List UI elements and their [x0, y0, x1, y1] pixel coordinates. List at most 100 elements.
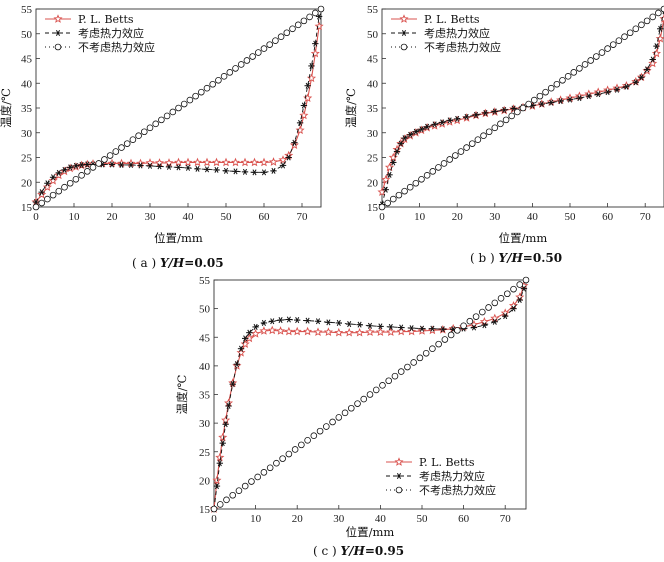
data-point: [163, 112, 171, 120]
series-circle: [32, 5, 325, 211]
data-point-stroke: [234, 361, 239, 368]
y-tick-label: 45: [21, 54, 33, 66]
y-tick-label: 35: [199, 390, 211, 402]
data-point: [277, 317, 284, 324]
x-tick-label: 70: [297, 211, 309, 223]
data-point-stroke: [128, 161, 134, 168]
data-point: [267, 325, 277, 335]
data-point-stroke: [596, 91, 601, 98]
data-point: [232, 65, 239, 72]
data-point: [390, 159, 397, 166]
data-point: [310, 432, 318, 440]
caption-variable: Y/H: [341, 544, 366, 558]
data-point: [49, 174, 57, 181]
data-point: [344, 327, 354, 337]
data-point: [548, 99, 555, 106]
data-point: [278, 155, 288, 164]
data-point-stroke: [492, 318, 497, 325]
legend-marker: [400, 43, 408, 51]
data-point: [377, 323, 384, 330]
data-point: [135, 132, 142, 140]
panel-caption: ( c ) Y/H=0.95: [313, 544, 404, 558]
data-point: [643, 66, 651, 73]
data-point-stroke: [315, 318, 321, 325]
x-tick-label: 40: [527, 211, 539, 223]
data-point: [241, 482, 249, 490]
data-point: [479, 308, 486, 316]
data-point: [294, 317, 301, 324]
data-point: [237, 345, 245, 352]
data-point: [598, 49, 606, 56]
data-point: [621, 33, 628, 41]
data-point: [435, 340, 442, 348]
data-point: [638, 21, 645, 29]
data-point: [66, 179, 74, 187]
data-point: [118, 144, 125, 151]
data-point-stroke: [119, 161, 124, 168]
data-point: [266, 464, 274, 472]
data-point: [547, 84, 555, 92]
legend-marker: [54, 43, 62, 51]
data-point: [387, 323, 394, 330]
data-point: [299, 110, 309, 120]
legend-label: 不考虑热力效应: [419, 483, 496, 497]
data-point: [491, 124, 499, 132]
data-point: [246, 329, 253, 336]
data-point: [341, 409, 349, 417]
y-tick-label: 45: [199, 332, 211, 344]
legend-marker: [399, 14, 409, 23]
data-point: [404, 363, 411, 371]
data-point: [295, 125, 305, 135]
data-point: [241, 168, 249, 175]
data-point: [44, 195, 51, 203]
data-point: [457, 148, 465, 155]
data-point: [226, 69, 234, 76]
y-tick-label: 55: [21, 4, 33, 16]
data-point: [311, 9, 319, 17]
data-point: [306, 13, 313, 21]
data-point-stroke: [195, 165, 200, 172]
data-point: [304, 317, 311, 324]
data-point: [452, 152, 459, 159]
data-point: [485, 128, 493, 136]
data-point-stroke: [549, 99, 554, 106]
data-point: [503, 290, 511, 298]
data-point: [384, 199, 391, 207]
data-point: [329, 418, 336, 426]
data-point: [169, 108, 177, 116]
y-tick-label: 30: [21, 128, 33, 140]
legend-marker: [394, 457, 404, 466]
data-point: [378, 203, 386, 211]
data-point: [651, 48, 662, 58]
data-point-stroke: [440, 119, 445, 126]
data-point: [520, 285, 528, 292]
data-point-stroke: [654, 43, 659, 50]
data-point: [472, 111, 480, 118]
data-point: [570, 69, 578, 76]
caption-variable: Y/H: [499, 251, 524, 265]
data-point: [296, 119, 304, 126]
data-point: [480, 132, 487, 140]
data-point: [440, 160, 448, 167]
data-point-stroke: [502, 106, 507, 114]
data-point: [615, 37, 623, 44]
data-point: [84, 168, 91, 175]
data-point: [514, 108, 521, 116]
data-point-stroke: [301, 102, 306, 109]
data-point: [497, 120, 504, 128]
y-tick-label: 25: [21, 153, 33, 165]
data-point: [454, 327, 461, 334]
data-point: [481, 322, 488, 329]
data-point: [386, 327, 396, 336]
data-point: [587, 57, 594, 64]
data-point-stroke: [419, 126, 424, 133]
data-point: [225, 402, 232, 409]
data-point: [222, 421, 229, 428]
data-point: [215, 76, 222, 84]
data-point-stroke: [624, 83, 629, 90]
data-point-stroke: [357, 321, 362, 328]
data-point: [422, 349, 430, 357]
data-point-stroke: [395, 148, 400, 155]
x-axis-label: 位置/mm: [346, 525, 395, 539]
